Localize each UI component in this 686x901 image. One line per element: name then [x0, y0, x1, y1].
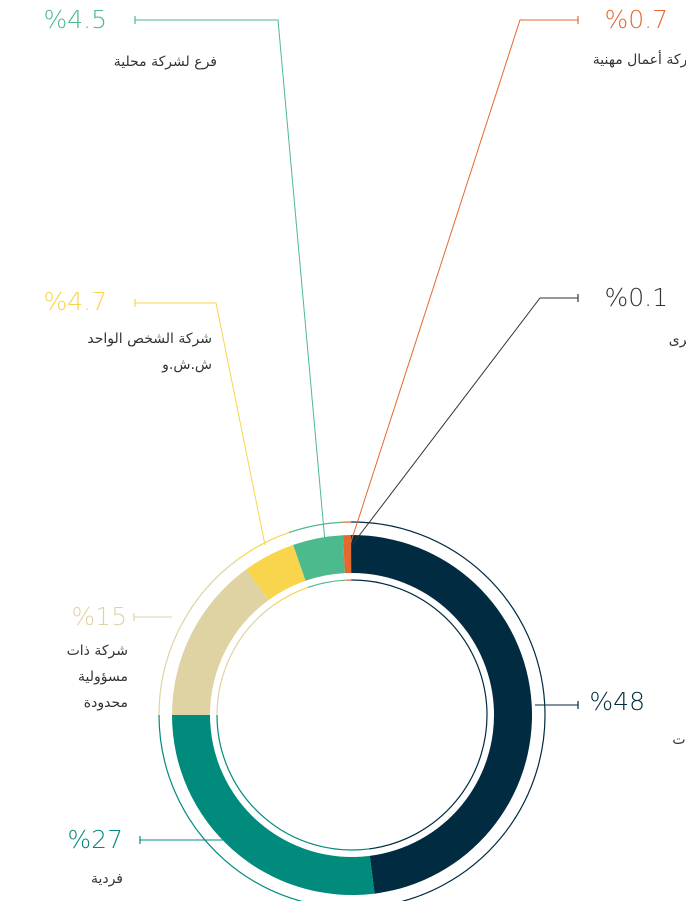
donut-segment [172, 569, 269, 715]
inner-ring [216, 605, 274, 716]
leader-line [135, 302, 266, 546]
donut-segment [342, 535, 352, 574]
leader-line [351, 297, 578, 546]
category-label: شركة الشخص الواحد ش.ش.و [87, 331, 212, 373]
value-label: %48 [589, 687, 645, 716]
value-label: %4.5 [43, 5, 107, 34]
inner-ring [272, 586, 309, 607]
donut-segment [352, 535, 532, 894]
donut-segment [246, 544, 306, 601]
outer-ring [158, 714, 304, 901]
value-label: %4.7 [43, 287, 107, 316]
outer-ring [158, 558, 239, 716]
value-label: %15 [71, 602, 127, 631]
category-label: شركة أعمال مهنية [592, 52, 686, 68]
leader-line [349, 19, 578, 546]
category-label: وكيل خدمات [672, 732, 686, 748]
category-label: أخرى [668, 332, 686, 348]
inner-ring [307, 579, 346, 588]
outer-ring [238, 532, 290, 560]
category-label: فردية [90, 871, 123, 887]
value-label: %27 [67, 825, 123, 854]
outer-ring [351, 521, 546, 901]
donut-segment [350, 535, 352, 574]
donut-segment [172, 715, 375, 895]
inner-ring [351, 579, 488, 850]
category-label: فرع لشركة محلية [113, 54, 217, 70]
category-label: شركة ذات مسؤولية محدودة [66, 643, 128, 711]
value-label: %0.7 [604, 5, 668, 34]
donut-segment [293, 535, 345, 581]
outer-ring [288, 521, 343, 534]
value-label: %0.1 [604, 283, 668, 312]
inner-ring [216, 714, 369, 851]
leader-line [135, 19, 326, 543]
